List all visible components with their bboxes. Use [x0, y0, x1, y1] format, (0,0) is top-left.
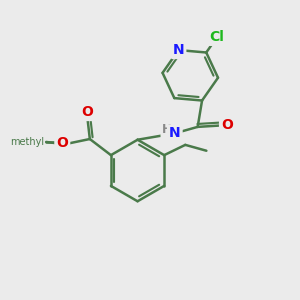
Text: N: N: [169, 126, 181, 140]
Text: H: H: [162, 123, 172, 136]
Text: methyl: methyl: [11, 137, 45, 147]
Text: Cl: Cl: [210, 30, 225, 44]
Text: O: O: [56, 136, 68, 150]
Text: O: O: [82, 105, 93, 119]
Text: O: O: [221, 118, 233, 132]
Text: N: N: [173, 43, 184, 57]
